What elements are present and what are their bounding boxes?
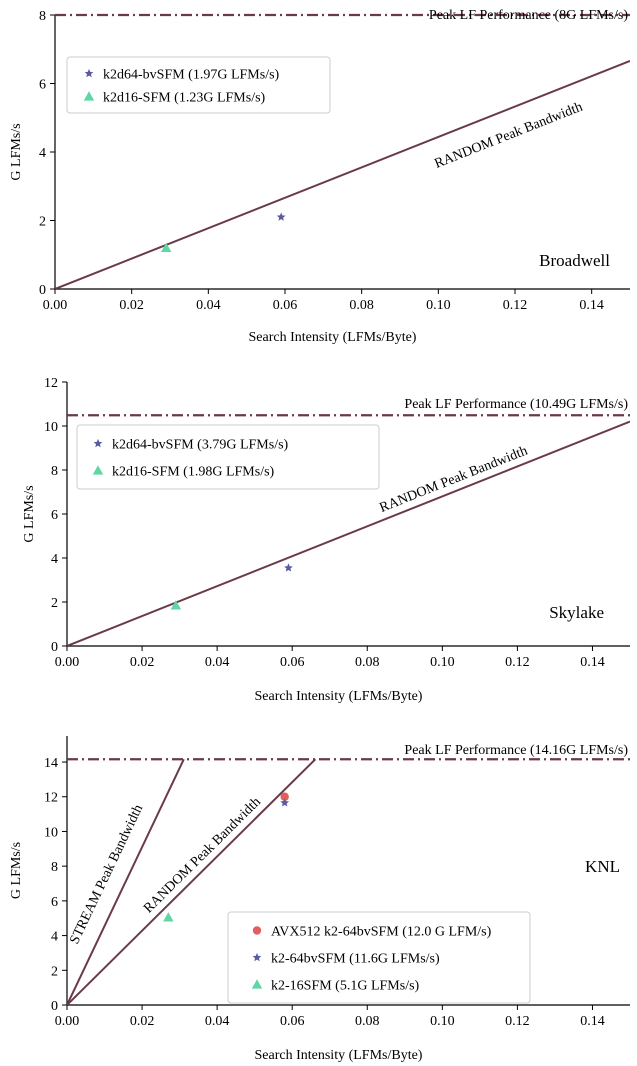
- y-axis-label: G LFMs/s: [22, 485, 37, 542]
- x-tick-label: 0.02: [119, 298, 144, 313]
- bandwidth-line: [67, 758, 185, 1005]
- x-tick-label: 0.06: [280, 1014, 305, 1029]
- y-tick-label: 0: [51, 640, 58, 655]
- x-tick-label: 0.10: [430, 1014, 455, 1029]
- data-point-star: [276, 212, 286, 221]
- legend-entry: k2-64bvSFM (11.6G LFMs/s): [271, 952, 440, 967]
- y-tick-label: 2: [51, 596, 58, 611]
- legend-marker-star: [84, 68, 94, 78]
- bandwidth-line-label: RANDOM Peak Bandwidth: [433, 100, 585, 172]
- legend-marker-star: [252, 952, 262, 962]
- bandwidth-line: [67, 420, 630, 646]
- peak-performance-label: Peak LF Performance (14.16G LFMs/s): [404, 743, 628, 758]
- bandwidth-line: [55, 59, 630, 289]
- peak-performance-label: Peak LF Performance (10.49G LFMs/s): [404, 397, 628, 412]
- y-tick-label: 2: [51, 964, 58, 979]
- y-tick-label: 0: [39, 283, 46, 298]
- y-tick-label: 14: [44, 756, 58, 771]
- y-tick-label: 12: [44, 791, 58, 806]
- y-tick-label: 10: [44, 825, 58, 840]
- bandwidth-line-label: RANDOM Peak Bandwidth: [378, 444, 530, 516]
- legend-marker-triangle: [251, 979, 263, 989]
- x-tick-label: 0.12: [505, 1014, 530, 1029]
- legend-entry: k2d64-bvSFM (3.79G LFMs/s): [112, 438, 289, 453]
- x-tick-label: 0.08: [355, 1014, 380, 1029]
- legend-box: [66, 56, 331, 114]
- data-point-triangle: [170, 600, 182, 610]
- x-tick-label: 0.00: [43, 298, 68, 313]
- y-tick-label: 2: [39, 215, 46, 230]
- legend-entry: k2d16-SFM (1.98G LFMs/s): [112, 465, 275, 480]
- legend-marker-circle: [252, 926, 262, 935]
- x-tick-label: 0.04: [196, 298, 221, 313]
- x-tick-label: 0.02: [130, 655, 155, 670]
- data-point-triangle: [163, 912, 174, 922]
- bandwidth-line: [67, 758, 317, 1005]
- y-tick-label: 4: [51, 552, 58, 567]
- panel-label: Broadwell: [539, 251, 610, 270]
- y-tick-label: 4: [39, 146, 46, 161]
- panel-label: Skylake: [549, 603, 604, 622]
- bandwidth-line-label: STREAM Peak Bandwidth: [67, 802, 146, 946]
- x-tick-label: 0.12: [503, 298, 528, 313]
- x-tick-label: 0.14: [580, 655, 605, 670]
- x-axis-label: Search Intensity (LFMs/Byte): [255, 1048, 423, 1063]
- bandwidth-lines: [55, 59, 630, 289]
- y-tick-label: 6: [39, 78, 46, 93]
- legend-entry: k2d16-SFM (1.23G LFMs/s): [103, 91, 266, 106]
- y-tick-label: 8: [51, 860, 58, 875]
- data-point-triangle: [160, 242, 172, 253]
- legend-marker-triangle: [92, 465, 104, 475]
- y-axis-label: G LFMs/s: [9, 842, 24, 899]
- bandwidth-line-label: RANDOM Peak Bandwidth: [141, 795, 264, 917]
- legend: k2d64-bvSFM (3.79G LFMs/s) k2d16-SFM (1.9…: [76, 424, 380, 490]
- y-tick-label: 8: [51, 464, 58, 479]
- chart-panel-knl: 0.00 0.02 0.04 0.06 0.08 0.10 0.12 0.14 0 2 4 6 8 10 1…: [9, 736, 630, 1063]
- x-tick-label: 0.06: [280, 655, 305, 670]
- legend-marker-triangle: [83, 91, 95, 101]
- y-axis-label: G LFMs/s: [9, 123, 24, 180]
- bandwidth-lines: [67, 420, 630, 646]
- chart-panel-broadwell: 0.00 0.02 0.04 0.06 0.08 0.10 0.12 0.14 0 2 4 6 8 Sea…: [9, 8, 630, 345]
- y-tick-label: 6: [51, 508, 58, 523]
- x-tick-label: 0.08: [355, 655, 380, 670]
- x-tick-label: 0.00: [55, 655, 80, 670]
- x-tick-label: 0.00: [55, 1014, 80, 1029]
- x-tick-label: 0.04: [205, 655, 230, 670]
- x-axis-label: Search Intensity (LFMs/Byte): [255, 689, 423, 704]
- legend-box: [76, 424, 380, 490]
- x-tick-label: 0.10: [426, 298, 451, 313]
- x-tick-label: 0.02: [130, 1014, 155, 1029]
- y-tick-label: 12: [44, 376, 58, 391]
- y-tick-label: 8: [39, 9, 46, 24]
- x-tick-label: 0.04: [205, 1014, 230, 1029]
- x-tick-label: 0.10: [430, 655, 455, 670]
- data-point-circle: [280, 792, 289, 801]
- legend-box: [227, 911, 531, 1004]
- y-tick-label: 10: [44, 420, 58, 435]
- legend-entry: k2d64-bvSFM (1.97G LFMs/s): [103, 68, 280, 83]
- data-point-star: [284, 563, 293, 572]
- x-tick-label: 0.08: [349, 298, 374, 313]
- y-tick-label: 0: [51, 999, 58, 1014]
- legend: k2d64-bvSFM (1.97G LFMs/s) k2d16-SFM (1.2…: [66, 56, 331, 114]
- legend-entry: AVX512 k2-64bvSFM (12.0 G LFM/s): [271, 925, 492, 940]
- chart-panel-skylake: 0.00 0.02 0.04 0.06 0.08 0.10 0.12 0.14 0 2 4 6 8 10 1…: [22, 376, 630, 704]
- panel-label: KNL: [585, 857, 620, 876]
- data-point-star: [280, 798, 290, 807]
- legend-entry: k2-16SFM (5.1G LFMs/s): [271, 979, 420, 994]
- x-axis-label: Search Intensity (LFMs/Byte): [249, 330, 417, 345]
- x-tick-label: 0.14: [580, 1014, 605, 1029]
- y-tick-label: 6: [51, 895, 58, 910]
- bandwidth-lines: [67, 758, 317, 1005]
- legend-marker-star: [93, 438, 103, 448]
- x-tick-label: 0.12: [505, 655, 530, 670]
- x-tick-label: 0.14: [579, 298, 604, 313]
- peak-performance-label: Peak LF Performance (8G LFMs/s): [429, 8, 628, 23]
- y-tick-label: 4: [51, 930, 58, 945]
- legend: AVX512 k2-64bvSFM (12.0 G LFM/s) k2-64bvS…: [227, 911, 531, 1004]
- x-tick-label: 0.06: [273, 298, 298, 313]
